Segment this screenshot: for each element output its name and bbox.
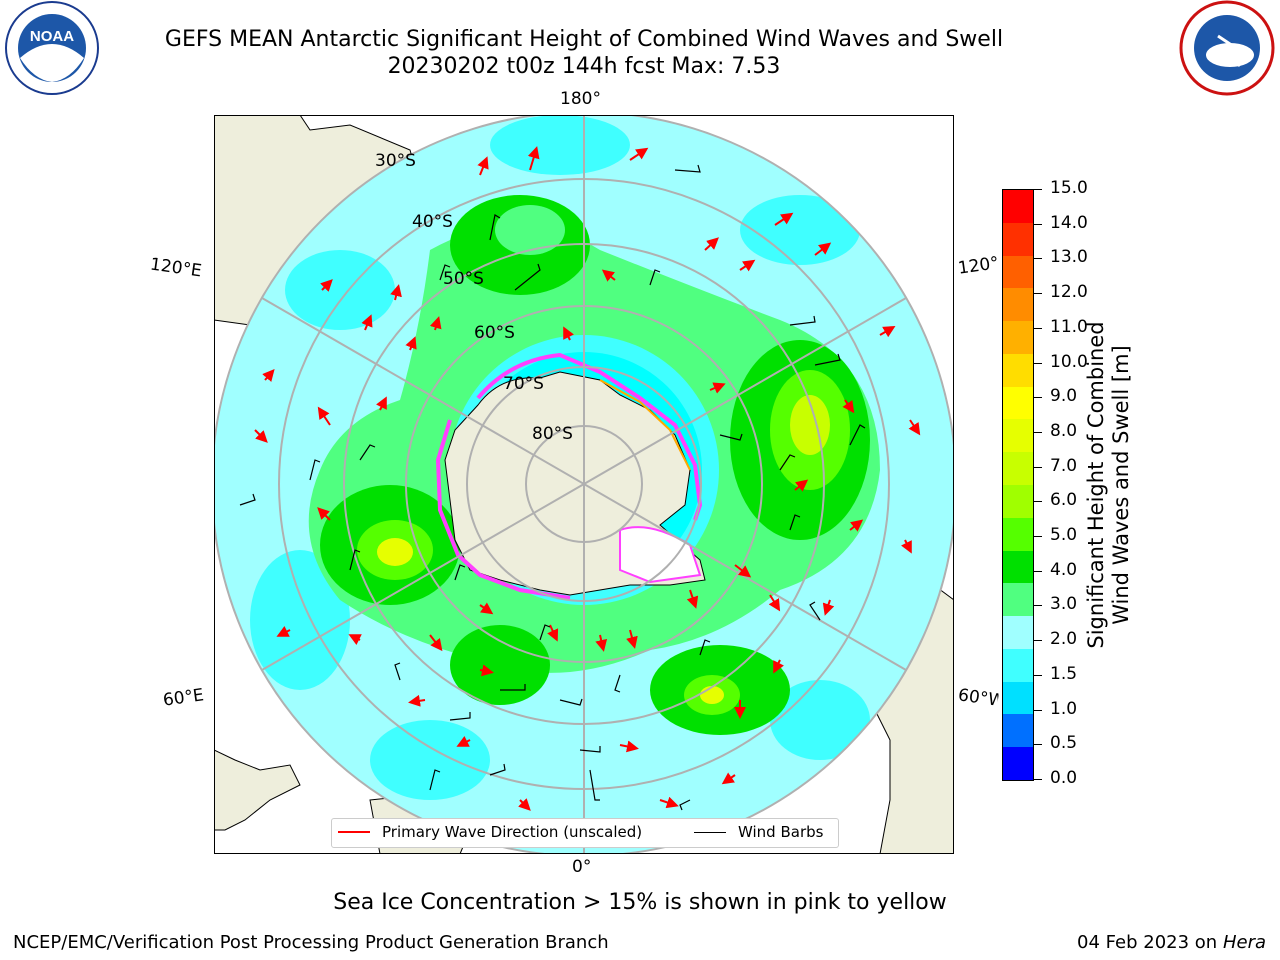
lat-label-50s: 50°S <box>443 269 484 289</box>
colorbar-tick-label: 13.0 <box>1050 247 1088 268</box>
colorbar-segment <box>1003 747 1033 780</box>
map-area <box>214 115 954 854</box>
colorbar-segment <box>1003 550 1033 584</box>
colorbar-tick <box>1034 223 1042 225</box>
colorbar-tick <box>1034 258 1042 260</box>
colorbar-tick-label: 2.0 <box>1050 629 1078 650</box>
lon-label-0: 0° <box>572 857 592 877</box>
colorbar-tick <box>1034 431 1042 433</box>
colorbar-tick-label: 10.0 <box>1050 351 1088 372</box>
colorbar-tick-label: 8.0 <box>1050 420 1078 441</box>
colorbar-segment <box>1003 517 1033 551</box>
lat-label-60s: 60°S <box>474 323 515 343</box>
colorbar-segment <box>1003 190 1033 223</box>
colorbar-tick-label: 1.0 <box>1050 698 1078 719</box>
colorbar-segment <box>1003 255 1033 289</box>
colorbar-tick <box>1034 362 1042 364</box>
footer-credit: NCEP/EMC/Verification Post Processing Pr… <box>13 932 609 953</box>
colorbar-segment <box>1003 681 1033 715</box>
colorbar-title-line1: Significant Height of Combined <box>1084 321 1108 649</box>
legend-label-wave: Primary Wave Direction (unscaled) <box>382 823 643 841</box>
colorbar-tick-label: 14.0 <box>1050 212 1088 233</box>
colorbar-tick <box>1034 189 1042 190</box>
graticule <box>261 115 907 854</box>
legend-swatch-barbs <box>694 831 726 833</box>
colorbar-tick-label: 15.0 <box>1050 178 1088 198</box>
lat-label-70s: 70°S <box>503 374 544 394</box>
colorbar-tick-label: 12.0 <box>1050 282 1088 303</box>
colorbar-segment <box>1003 321 1033 354</box>
colorbar-segment <box>1003 419 1033 453</box>
footer-date: 04 Feb 2023 on Hera <box>1077 932 1266 953</box>
page-subtitle: 20230202 t00z 144h fcst Max: 7.53 <box>387 54 781 79</box>
colorbar-tick <box>1034 501 1042 503</box>
colorbar-tick <box>1034 605 1042 607</box>
colorbar-tick-label: 3.0 <box>1050 594 1078 615</box>
colorbar-tick <box>1034 674 1042 676</box>
colorbar-tick-label: 4.0 <box>1050 559 1078 580</box>
colorbar <box>1002 189 1034 781</box>
colorbar-tick-label: 6.0 <box>1050 490 1078 511</box>
lat-label-30s: 30°S <box>375 151 416 171</box>
colorbar-tick <box>1034 640 1042 642</box>
noaa-logo: NOAA <box>5 1 99 95</box>
colorbar-tick <box>1034 397 1042 399</box>
svg-text:NOAA: NOAA <box>30 28 74 45</box>
colorbar-tick-label: 0.0 <box>1050 768 1078 788</box>
colorbar-segment <box>1003 648 1033 682</box>
colorbar-title-line2: Wind Waves and Swell [m] <box>1109 345 1133 625</box>
legend-swatch-wave <box>338 831 370 833</box>
page-title: GEFS MEAN Antarctic Significant Height o… <box>164 27 1004 52</box>
colorbar-tick-label: 5.0 <box>1050 525 1078 546</box>
legend-label-barbs: Wind Barbs <box>738 823 824 841</box>
colorbar-tick <box>1034 744 1042 746</box>
colorbar-segment <box>1003 386 1033 420</box>
colorbar-segment <box>1003 616 1033 649</box>
legend-item-wave-direction: Primary Wave Direction (unscaled) <box>338 823 642 841</box>
colorbar-segment <box>1003 485 1033 518</box>
colorbar-segment <box>1003 288 1033 322</box>
wave-arrows <box>254 146 921 811</box>
lon-label-180: 180° <box>560 89 601 109</box>
colorbar-segment <box>1003 452 1033 485</box>
colorbar-segment <box>1003 353 1033 387</box>
colorbar-tick-label: 0.5 <box>1050 733 1078 754</box>
colorbar-tick <box>1034 570 1042 572</box>
legend-item-wind-barbs: Wind Barbs <box>694 823 823 841</box>
map-legend: Primary Wave Direction (unscaled) Wind B… <box>331 818 839 848</box>
lat-label-40s: 40°S <box>412 212 453 232</box>
colorbar-segment <box>1003 222 1033 256</box>
colorbar-segment <box>1003 714 1033 748</box>
colorbar-tick-label: 7.0 <box>1050 455 1078 476</box>
footer-date-text: 04 Feb 2023 on <box>1077 932 1218 953</box>
colorbar-tick <box>1034 779 1042 780</box>
colorbar-tick-label: 1.5 <box>1050 663 1078 684</box>
colorbar-tick <box>1034 536 1042 538</box>
colorbar-tick-label: 9.0 <box>1050 386 1078 407</box>
colorbar-tick <box>1034 327 1042 329</box>
lat-label-80s: 80°S <box>532 424 573 444</box>
sea-ice-edge <box>435 352 703 600</box>
footer-host: Hera <box>1222 932 1266 953</box>
colorbar-segment <box>1003 583 1033 617</box>
colorbar-tick-label: 11.0 <box>1050 316 1088 337</box>
colorbar-tick <box>1034 293 1042 295</box>
colorbar-tick <box>1034 466 1042 468</box>
colorbar-tick <box>1034 709 1042 711</box>
sea-ice-note: Sea Ice Concentration > 15% is shown in … <box>333 890 947 915</box>
nws-logo <box>1179 0 1275 96</box>
wind-barbs <box>239 164 866 811</box>
land-africa <box>214 749 301 831</box>
